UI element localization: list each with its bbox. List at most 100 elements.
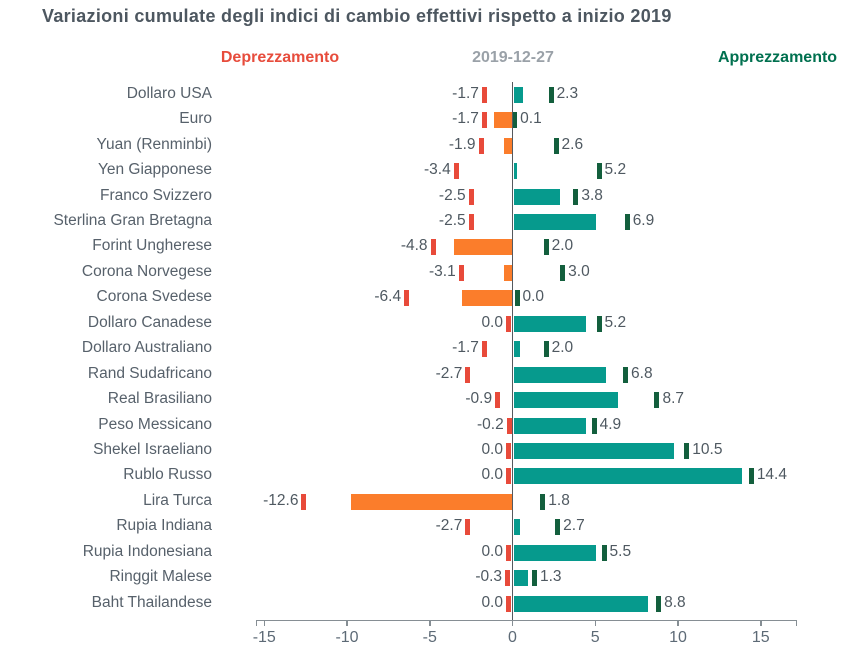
value-bar (513, 163, 517, 180)
min-tick (481, 341, 487, 358)
max-tick (656, 595, 662, 612)
min-value-label: 0.0 (481, 593, 503, 611)
max-tick (623, 366, 629, 383)
max-tick (573, 188, 579, 205)
currency-label: Franco Svizzero (100, 186, 212, 204)
max-value-label: 8.7 (662, 390, 685, 408)
max-tick (624, 213, 630, 230)
min-value-label: -3.4 (424, 161, 451, 179)
currency-label: Yen Giapponese (97, 161, 212, 179)
max-tick (601, 544, 607, 561)
min-tick (404, 290, 410, 307)
max-value-label: 2.6 (561, 135, 584, 153)
min-value-label: -12.6 (263, 491, 299, 509)
value-bar (513, 341, 521, 358)
currency-label: Ringgit Malese (109, 568, 212, 586)
min-value-label: -2.7 (435, 364, 463, 382)
x-axis-endcap (795, 619, 798, 626)
min-tick (468, 188, 474, 205)
value-bar (454, 239, 512, 256)
max-value-label: 2.0 (551, 237, 574, 255)
max-tick (512, 112, 518, 129)
min-value-label: -0.2 (476, 415, 504, 433)
min-value-label: -3.1 (428, 262, 456, 280)
x-axis-tick-label: -10 (335, 628, 359, 646)
min-tick (430, 239, 436, 256)
x-axis-line (255, 619, 798, 622)
max-tick (596, 163, 602, 180)
max-tick (543, 239, 549, 256)
value-bar (493, 112, 512, 129)
value-bar (513, 366, 607, 383)
max-value-label: 6.9 (632, 211, 655, 229)
min-tick (465, 519, 471, 536)
x-axis-tick (346, 619, 348, 626)
min-value-label: 0.0 (481, 466, 503, 484)
min-tick (465, 366, 471, 383)
x-axis-tick-label: -5 (422, 628, 437, 646)
min-tick (453, 163, 459, 180)
min-value-label: -1.9 (448, 135, 476, 153)
max-tick (591, 417, 597, 434)
min-value-label: -2.5 (438, 211, 466, 229)
min-value-label: 0.0 (481, 542, 503, 560)
x-axis-tick-label: 0 (508, 628, 517, 646)
min-tick (506, 443, 511, 460)
min-value-label: -0.3 (475, 568, 503, 586)
value-bar (513, 468, 742, 485)
max-value-label: 1.3 (540, 568, 562, 586)
max-tick (548, 86, 554, 103)
max-value-label: 14.4 (756, 466, 787, 484)
currency-label: Rupia Indonesiana (82, 542, 212, 560)
min-value-label: -2.5 (438, 186, 466, 204)
currency-label: Corona Norvegese (81, 262, 212, 280)
value-bar (513, 417, 587, 434)
min-tick (506, 468, 511, 485)
min-value-label: -0.9 (465, 390, 493, 408)
x-axis-tick-label: -15 (252, 628, 276, 646)
x-axis-tick (263, 619, 265, 626)
x-axis-tick (677, 619, 679, 626)
max-tick (543, 341, 549, 358)
x-axis-tick (594, 619, 596, 626)
min-tick (506, 417, 512, 434)
chart-title: Variazioni cumulate degli indici di camb… (42, 6, 672, 26)
value-bar (503, 264, 512, 281)
max-tick (596, 315, 602, 332)
max-tick (514, 290, 520, 307)
max-value-label: 1.8 (548, 491, 570, 509)
currency-label: Dollaro Canadese (87, 313, 212, 331)
value-bar (513, 213, 597, 230)
min-tick (301, 493, 307, 510)
zero-baseline (511, 82, 514, 620)
value-bar (503, 137, 512, 154)
min-value-label: -1.7 (452, 84, 479, 102)
max-value-label: 3.8 (581, 186, 603, 204)
currency-label: Shekel Israeliano (93, 441, 212, 459)
legend-date-label: 2019-12-27 (472, 49, 554, 66)
currency-label: Peso Messicano (98, 415, 212, 433)
value-bar (513, 570, 529, 587)
min-value-label: -1.7 (452, 339, 479, 357)
min-value-label: -1.7 (452, 110, 479, 128)
value-bar (513, 315, 587, 332)
max-value-label: 5.5 (609, 542, 632, 560)
x-axis-tick (511, 619, 514, 626)
currency-label: Sterlina Gran Bretagna (53, 211, 212, 229)
currency-label: Baht Thailandese (91, 593, 212, 611)
currency-label: Corona Svedese (96, 288, 212, 306)
value-bar (513, 519, 521, 536)
value-bar (513, 392, 618, 409)
max-value-label: 2.3 (556, 84, 579, 102)
min-tick (495, 392, 501, 409)
value-bar (513, 595, 648, 612)
max-tick (532, 570, 537, 587)
max-value-label: 5.2 (604, 313, 627, 331)
min-tick (506, 544, 511, 561)
value-bar (351, 493, 512, 510)
max-tick (684, 443, 690, 460)
value-bar (513, 443, 675, 460)
currency-label: Rand Sudafricano (87, 364, 212, 382)
max-tick (540, 493, 546, 510)
